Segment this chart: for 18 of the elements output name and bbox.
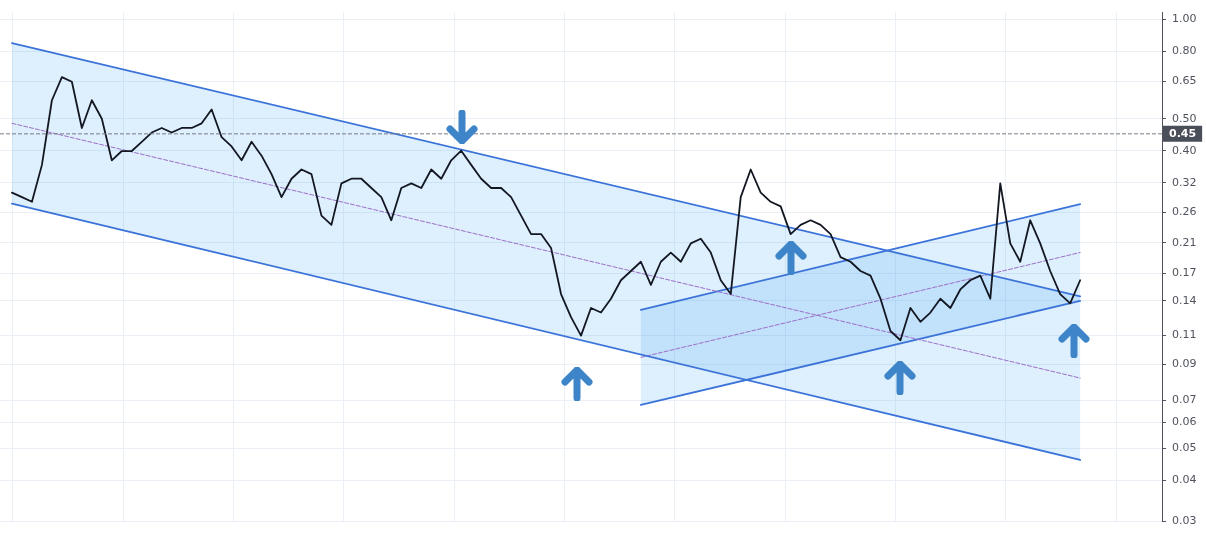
y-tick-label: 1.00 [1172, 12, 1197, 26]
y-tick-label: 0.80 [1172, 44, 1197, 58]
y-tick-label: 0.32 [1172, 175, 1197, 189]
y-tick-label: 0.03 [1172, 514, 1197, 528]
y-tick-label: 0.05 [1172, 441, 1197, 455]
ref-line-label: 0.45 [1169, 127, 1197, 141]
y-tick-label: 0.04 [1172, 473, 1197, 487]
y-tick-label: 0.65 [1172, 74, 1197, 88]
y-tick-label: 0.26 [1172, 205, 1197, 219]
y-tick-label: 0.06 [1172, 415, 1197, 429]
y-tick-label: 0.09 [1172, 357, 1197, 371]
y-tick-label: 0.40 [1172, 143, 1197, 157]
y-tick-label: 0.11 [1172, 328, 1197, 342]
y-tick-label: 0.50 [1172, 111, 1197, 125]
y-tick-label: 0.07 [1172, 393, 1197, 406]
y-tick-label: 0.14 [1172, 293, 1197, 307]
y-tick-label: 0.21 [1172, 235, 1197, 249]
y-tick-label: 0.17 [1172, 266, 1197, 280]
